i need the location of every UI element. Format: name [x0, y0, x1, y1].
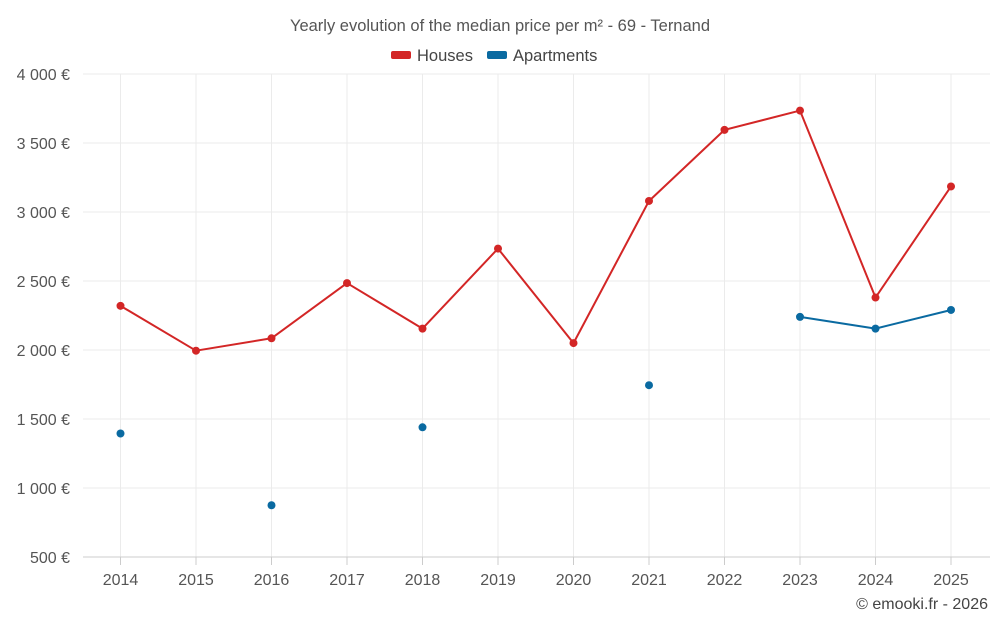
y-tick-label: 2 000 € — [17, 343, 70, 360]
legend-item-houses[interactable]: Houses — [391, 47, 473, 65]
legend-swatch — [391, 51, 411, 59]
data-point-apartments-2016[interactable] — [267, 501, 276, 510]
y-tick-label: 2 500 € — [17, 274, 70, 291]
y-tick-label: 500 € — [30, 550, 70, 567]
series-line — [119, 109, 952, 352]
data-point-houses-2020[interactable] — [569, 339, 578, 348]
x-tick-label: 2014 — [103, 572, 139, 589]
y-tick-label: 3 500 € — [17, 136, 70, 153]
series-apartments — [116, 305, 955, 510]
data-point-apartments-2023[interactable] — [796, 312, 804, 321]
data-point-apartments-2025[interactable] — [947, 305, 955, 314]
axes: 500 € 1 000 € 1 500 € 2 000 € 2 500 € 3 000 €… — [17, 67, 990, 589]
x-tick-label: 2019 — [480, 572, 516, 589]
y-tick-label: 1 000 € — [17, 481, 70, 498]
series-layer — [116, 106, 955, 510]
data-point-houses-2024[interactable] — [871, 293, 880, 302]
copyright-credit: © emooki.fr - 2026 — [856, 596, 988, 613]
data-point-houses-2018[interactable] — [418, 324, 427, 333]
data-point-houses-2019[interactable] — [494, 244, 502, 253]
data-point-houses-2017[interactable] — [343, 279, 351, 288]
x-tick-label: 2018 — [405, 572, 441, 589]
data-point-houses-2014[interactable] — [116, 301, 125, 310]
grid — [83, 73, 990, 558]
legend-swatch — [487, 51, 507, 59]
y-tick-label: 1 500 € — [17, 412, 70, 429]
legend-label: Apartments — [513, 47, 597, 65]
data-point-apartments-2014[interactable] — [116, 429, 125, 438]
data-point-apartments-2018[interactable] — [418, 423, 427, 432]
data-point-apartments-2021[interactable] — [645, 381, 653, 390]
data-point-apartments-2024[interactable] — [871, 324, 880, 333]
chart-title: Yearly evolution of the median price per… — [290, 17, 710, 35]
x-tick-label: 2022 — [707, 572, 743, 589]
y-tick-label: 3 000 € — [17, 205, 70, 222]
data-point-houses-2023[interactable] — [796, 106, 804, 115]
x-tick-label: 2025 — [933, 572, 969, 589]
series-houses — [116, 106, 955, 355]
x-tick-label: 2015 — [178, 572, 214, 589]
x-tick-label: 2021 — [631, 572, 667, 589]
legend[interactable]: Houses Apartments — [391, 47, 597, 65]
data-point-houses-2021[interactable] — [645, 196, 653, 205]
data-point-houses-2022[interactable] — [720, 125, 729, 134]
data-point-houses-2015[interactable] — [192, 346, 200, 355]
data-point-houses-2016[interactable] — [267, 334, 276, 343]
data-point-houses-2025[interactable] — [947, 182, 955, 191]
x-tick-label: 2024 — [858, 572, 894, 589]
x-tick-label: 2020 — [556, 572, 592, 589]
x-tick-label: 2017 — [329, 572, 365, 589]
x-tick-label: 2016 — [254, 572, 290, 589]
x-tick-label: 2023 — [782, 572, 818, 589]
legend-item-apartments[interactable]: Apartments — [487, 47, 597, 65]
legend-label: Houses — [417, 47, 473, 65]
y-tick-label: 4 000 € — [17, 67, 70, 84]
